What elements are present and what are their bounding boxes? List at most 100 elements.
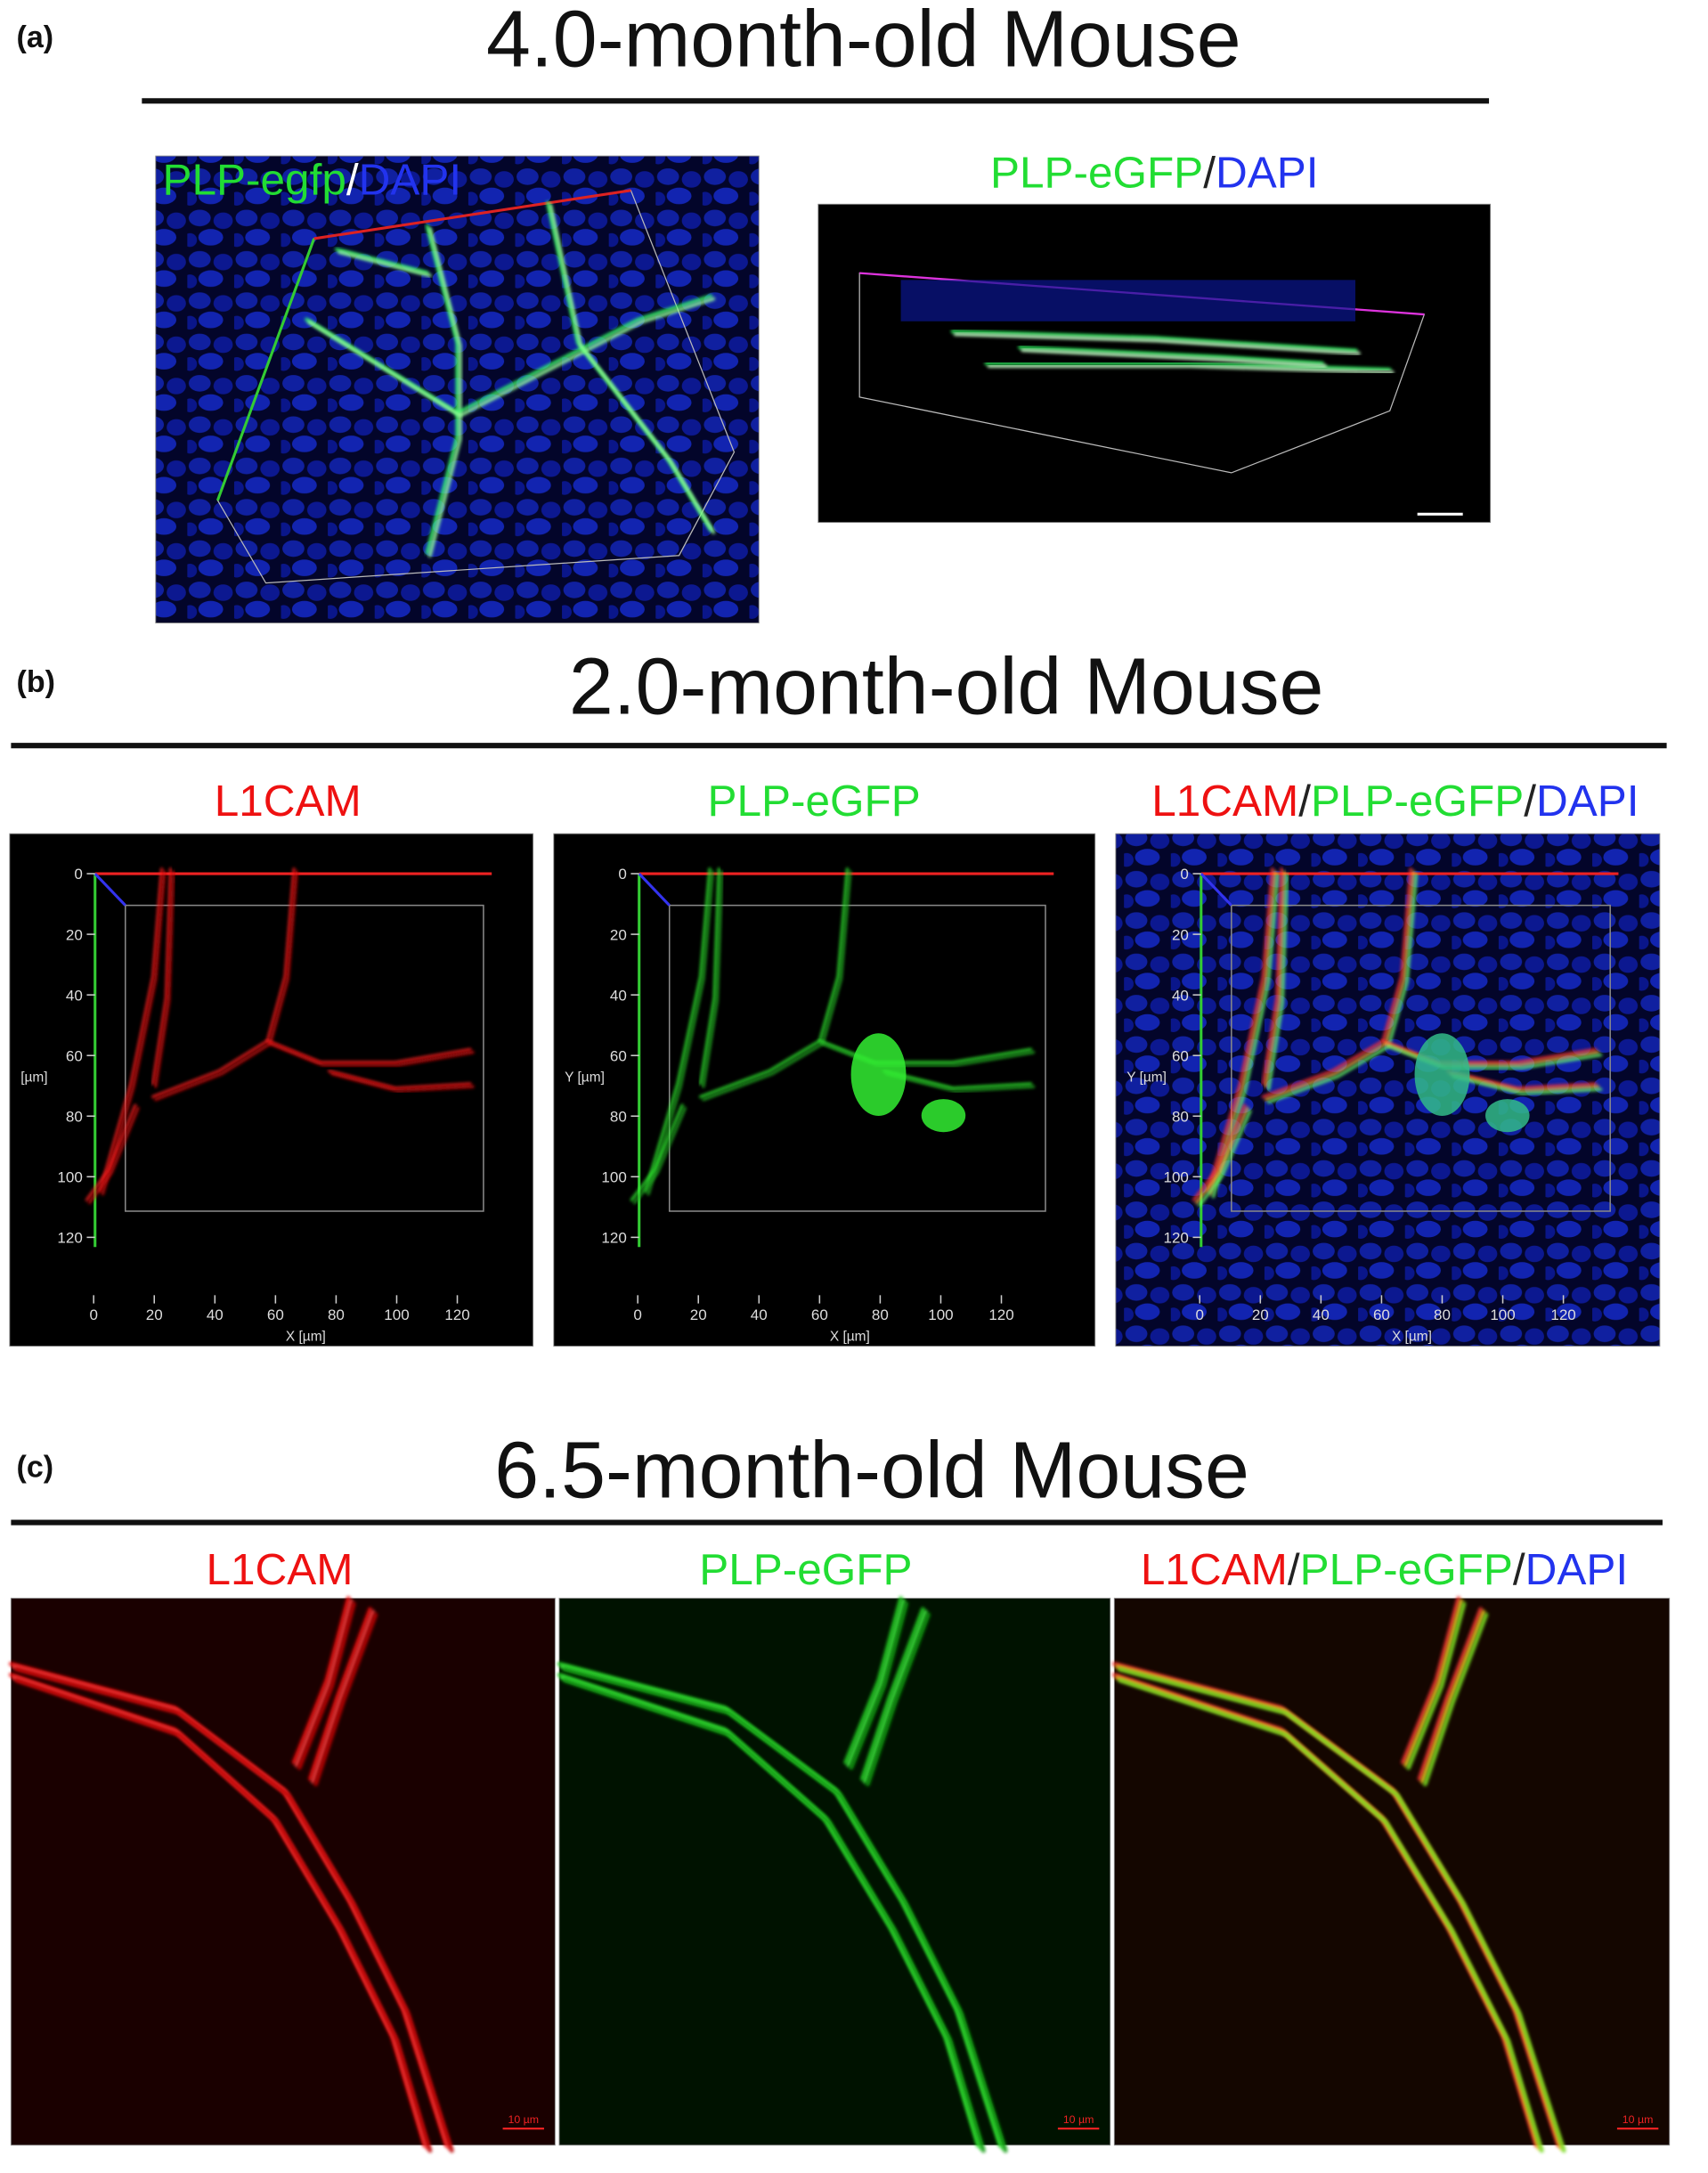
panel-title: 2.0-month-old Mouse: [569, 643, 1324, 732]
axis-line: [313, 189, 631, 240]
nerve-fiber: [562, 1667, 1008, 2153]
x-tick-label: 60: [1373, 1306, 1390, 1323]
x-tick-label: 100: [1490, 1306, 1515, 1323]
y-tick-label: 60: [610, 1047, 627, 1064]
nerve-fiber: [1381, 1039, 1598, 1064]
caption-part: /: [1524, 777, 1536, 826]
x-tick-label: 0: [1196, 1306, 1204, 1323]
nerve-fiber: [1403, 1599, 1464, 1768]
y-axis-label: [µm]: [20, 1070, 47, 1086]
dapi-band: [900, 280, 1356, 321]
caption-part: PLP-eGFP: [699, 1545, 912, 1594]
cell-body: [921, 1099, 966, 1133]
nerve-fiber: [953, 332, 1361, 355]
x-tick-label: 60: [267, 1306, 284, 1323]
scale-bar-label: 10 µm: [1063, 2113, 1094, 2126]
x-tick-label: 40: [1313, 1306, 1330, 1323]
nerve-fiber: [427, 226, 462, 557]
x-tick-label: 80: [328, 1306, 345, 1323]
micrograph: [553, 833, 1096, 1347]
caption-part: PLP-egfp: [163, 155, 346, 204]
y-tick-label: 60: [1172, 1047, 1189, 1064]
nerve-fiber: [699, 867, 720, 1086]
nerve-fiber: [297, 1601, 356, 1770]
nerve-fiber: [885, 1072, 1036, 1093]
volume-box: [668, 904, 1046, 1212]
x-tick-label: 0: [633, 1306, 641, 1323]
x-tick-label: 120: [1550, 1306, 1575, 1323]
nerve-fiber: [1406, 1601, 1467, 1770]
x-axis-label: X [µm]: [1392, 1329, 1432, 1344]
nerve-fiber: [846, 1599, 907, 1768]
caption-part: DAPI: [1536, 777, 1639, 826]
panel-label: (c): [17, 1451, 54, 1485]
micrograph: [10, 1598, 556, 2146]
nerve-fiber: [843, 1596, 903, 1765]
x-tick-label: 100: [928, 1306, 953, 1323]
x-tick-label: 100: [384, 1306, 409, 1323]
y-axis-label: Y [µm]: [1126, 1070, 1167, 1086]
x-tick-label: 40: [751, 1306, 768, 1323]
caption-part: L1CAM: [1151, 777, 1298, 826]
x-tick-label: 20: [146, 1306, 163, 1323]
nerve-fiber: [1387, 1045, 1603, 1070]
nerve-fiber: [632, 1106, 687, 1205]
x-tick-label: 80: [872, 1306, 889, 1323]
panel-title: 6.5-month-old Mouse: [494, 1427, 1249, 1516]
nerve-fiber: [882, 1070, 1033, 1090]
nerve-fiber: [338, 250, 432, 278]
image-caption: PLP-eGFP/DAPI: [990, 149, 1319, 198]
x-tick-label: 40: [207, 1306, 224, 1323]
nerve-fiber: [863, 1609, 928, 1784]
image-caption: PLP-eGFP: [699, 1545, 912, 1594]
nerve-fiber: [1419, 1609, 1486, 1784]
nerve-fiber: [308, 1607, 372, 1781]
nerve-fiber: [549, 203, 716, 534]
caption-part: DAPI: [359, 155, 462, 204]
nerve-fiber: [14, 1667, 454, 2153]
axis-line: [94, 872, 126, 907]
nerve-fiber: [154, 870, 175, 1088]
nerve-fiber: [987, 364, 1395, 375]
nerve-fiber: [328, 1070, 472, 1090]
micrograph: [9, 833, 534, 1347]
nerve-fiber: [313, 1612, 378, 1786]
caption-part: L1CAM: [206, 1545, 353, 1594]
caption-part: /: [1513, 1545, 1525, 1594]
caption-part: L1CAM: [1141, 1545, 1288, 1594]
nerve-fiber: [1198, 1109, 1252, 1208]
y-tick-label: 60: [66, 1047, 83, 1064]
y-tick-label: 100: [57, 1169, 82, 1186]
scale-bar-label: 10 µm: [508, 2113, 539, 2126]
caption-part: /: [1203, 149, 1216, 198]
x-tick-label: 60: [811, 1306, 828, 1323]
nerve-fiber: [849, 1601, 909, 1770]
caption-part: DAPI: [1216, 149, 1319, 198]
nerve-fiber: [1267, 873, 1289, 1091]
y-tick-label: 120: [601, 1230, 626, 1247]
y-tick-label: 100: [1163, 1169, 1188, 1186]
scale-bar-label: 10 µm: [1623, 2113, 1654, 2126]
nerve-fiber: [1195, 1106, 1249, 1205]
image-caption: L1CAM: [206, 1545, 353, 1594]
cell-body: [1485, 1099, 1530, 1133]
nerve-fiber: [294, 1599, 354, 1768]
x-tick-label: 20: [1252, 1306, 1269, 1323]
nerve-fiber: [821, 1042, 1036, 1067]
nerve-fiber: [644, 867, 712, 1193]
nerve-fiber: [702, 870, 723, 1088]
nerve-fiber: [866, 1612, 931, 1786]
volume-box: [124, 904, 484, 1212]
nerve-fiber: [335, 248, 429, 275]
y-tick-label: 20: [1172, 926, 1189, 943]
nerve-fiber: [1423, 1612, 1489, 1786]
nerve-fiber: [1417, 1607, 1484, 1781]
caption-part: /: [1298, 777, 1311, 826]
axis-line: [638, 872, 671, 907]
nerve-fiber: [950, 330, 1358, 353]
nerve-fiber: [268, 1042, 475, 1067]
micrograph: [1113, 1598, 1671, 2146]
nerve-fiber: [101, 870, 167, 1196]
micrograph: [558, 1598, 1111, 2146]
